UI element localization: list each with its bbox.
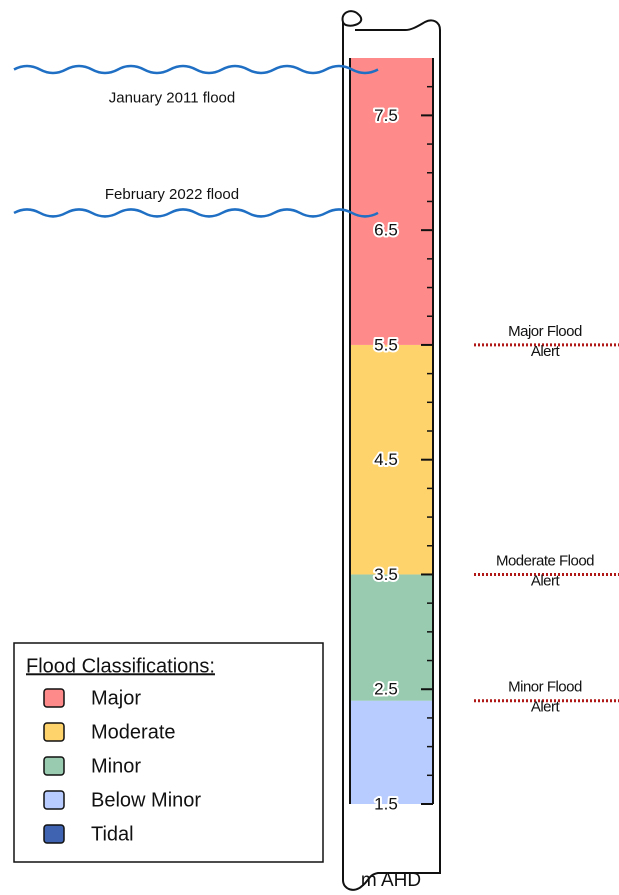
alert-label: Alert bbox=[531, 572, 561, 589]
tick-label: 7.5 bbox=[374, 106, 398, 125]
flood-wave bbox=[13, 64, 379, 75]
legend-swatch bbox=[43, 824, 65, 844]
flood-label: January 2011 flood bbox=[109, 89, 235, 106]
legend-swatch bbox=[43, 790, 65, 810]
tick-label: 5.5 bbox=[374, 335, 398, 354]
gauge-band bbox=[350, 574, 433, 701]
legend-label: Minor bbox=[91, 755, 141, 777]
flood-wave bbox=[13, 208, 379, 218]
flood-label: February 2022 flood bbox=[105, 186, 239, 203]
alert-label: Moderate Flood bbox=[496, 552, 594, 569]
legend-label: Major bbox=[91, 687, 141, 709]
gauge-band bbox=[350, 700, 433, 804]
tick-label: 6.5 bbox=[374, 221, 398, 240]
alert-label: Alert bbox=[531, 343, 561, 360]
legend-label: Moderate bbox=[91, 721, 176, 743]
gauge-band bbox=[350, 344, 433, 575]
legend-label: Tidal bbox=[91, 823, 134, 845]
alert-label: Minor Flood bbox=[508, 679, 582, 696]
tick-label: 3.5 bbox=[374, 565, 398, 584]
legend-box bbox=[13, 642, 324, 863]
legend-title: Flood Classifications: bbox=[26, 655, 215, 677]
tick-label: 2.5 bbox=[374, 680, 398, 699]
alert-label: Major Flood bbox=[508, 323, 582, 340]
tick-label: 4.5 bbox=[374, 450, 398, 469]
gauge-band bbox=[350, 58, 433, 345]
legend-swatch bbox=[43, 756, 65, 776]
alert-label: Alert bbox=[531, 699, 561, 716]
tick-label: 1.5 bbox=[374, 794, 398, 813]
unit-label: m AHD bbox=[361, 870, 421, 891]
legend-swatch bbox=[43, 688, 65, 708]
legend-swatch bbox=[43, 722, 65, 742]
legend-label: Below Minor bbox=[91, 789, 201, 811]
